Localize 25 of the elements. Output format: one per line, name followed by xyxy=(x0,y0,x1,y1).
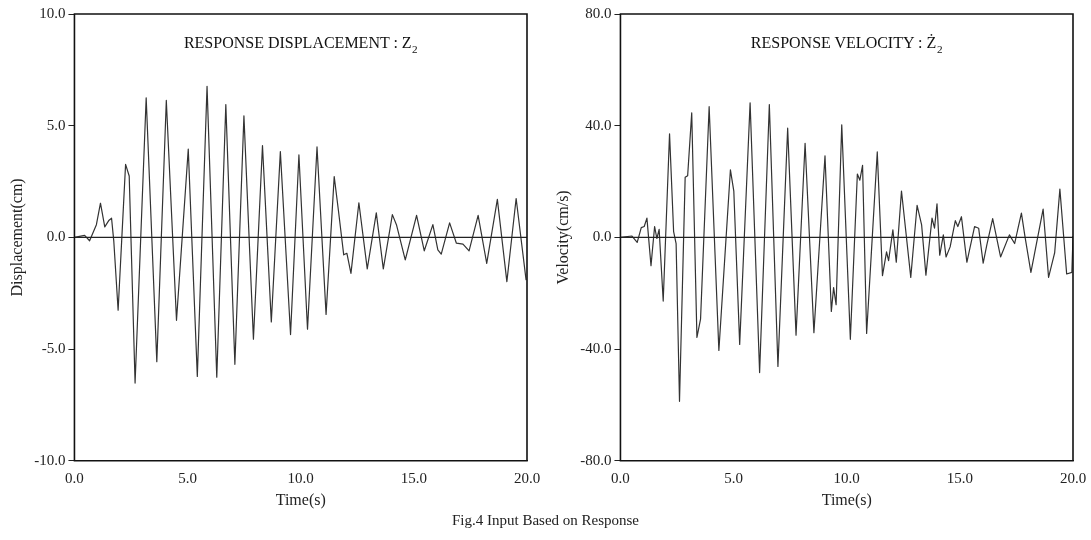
y-tick-label: 40.0 xyxy=(585,116,612,133)
y-axis-title: Velocity(cm/s) xyxy=(553,190,572,285)
x-tick-label: 15.0 xyxy=(946,469,973,486)
x-tick-label: 5.0 xyxy=(724,469,743,486)
y-tick-label: 0.0 xyxy=(46,228,66,245)
y-axis-title: Displacement(cm) xyxy=(7,178,26,297)
y-tick-label: 80.0 xyxy=(585,4,612,21)
y-tick-label: -10.0 xyxy=(34,451,66,468)
x-tick-label: 0.0 xyxy=(611,469,630,486)
x-axis-title: Time(s) xyxy=(275,490,326,509)
x-tick-label: 20.0 xyxy=(513,469,541,486)
y-tick-label: -5.0 xyxy=(41,340,66,357)
x-tick-label: 5.0 xyxy=(178,469,197,486)
y-tick-label: 5.0 xyxy=(46,116,66,133)
x-tick-label: 15.0 xyxy=(400,469,427,486)
y-tick-label: -40.0 xyxy=(580,340,612,357)
x-axis-title: Time(s) xyxy=(821,490,872,509)
x-tick-label: 10.0 xyxy=(833,469,860,486)
caption: Fig.4 Input Based on Response xyxy=(450,512,641,529)
y-tick-label: -80.0 xyxy=(580,451,612,468)
y-tick-label: 10.0 xyxy=(39,4,66,21)
x-tick-label: 10.0 xyxy=(287,469,314,486)
x-tick-label: 0.0 xyxy=(65,469,84,486)
y-tick-label: 0.0 xyxy=(592,228,612,245)
x-tick-label: 20.0 xyxy=(1059,469,1087,486)
